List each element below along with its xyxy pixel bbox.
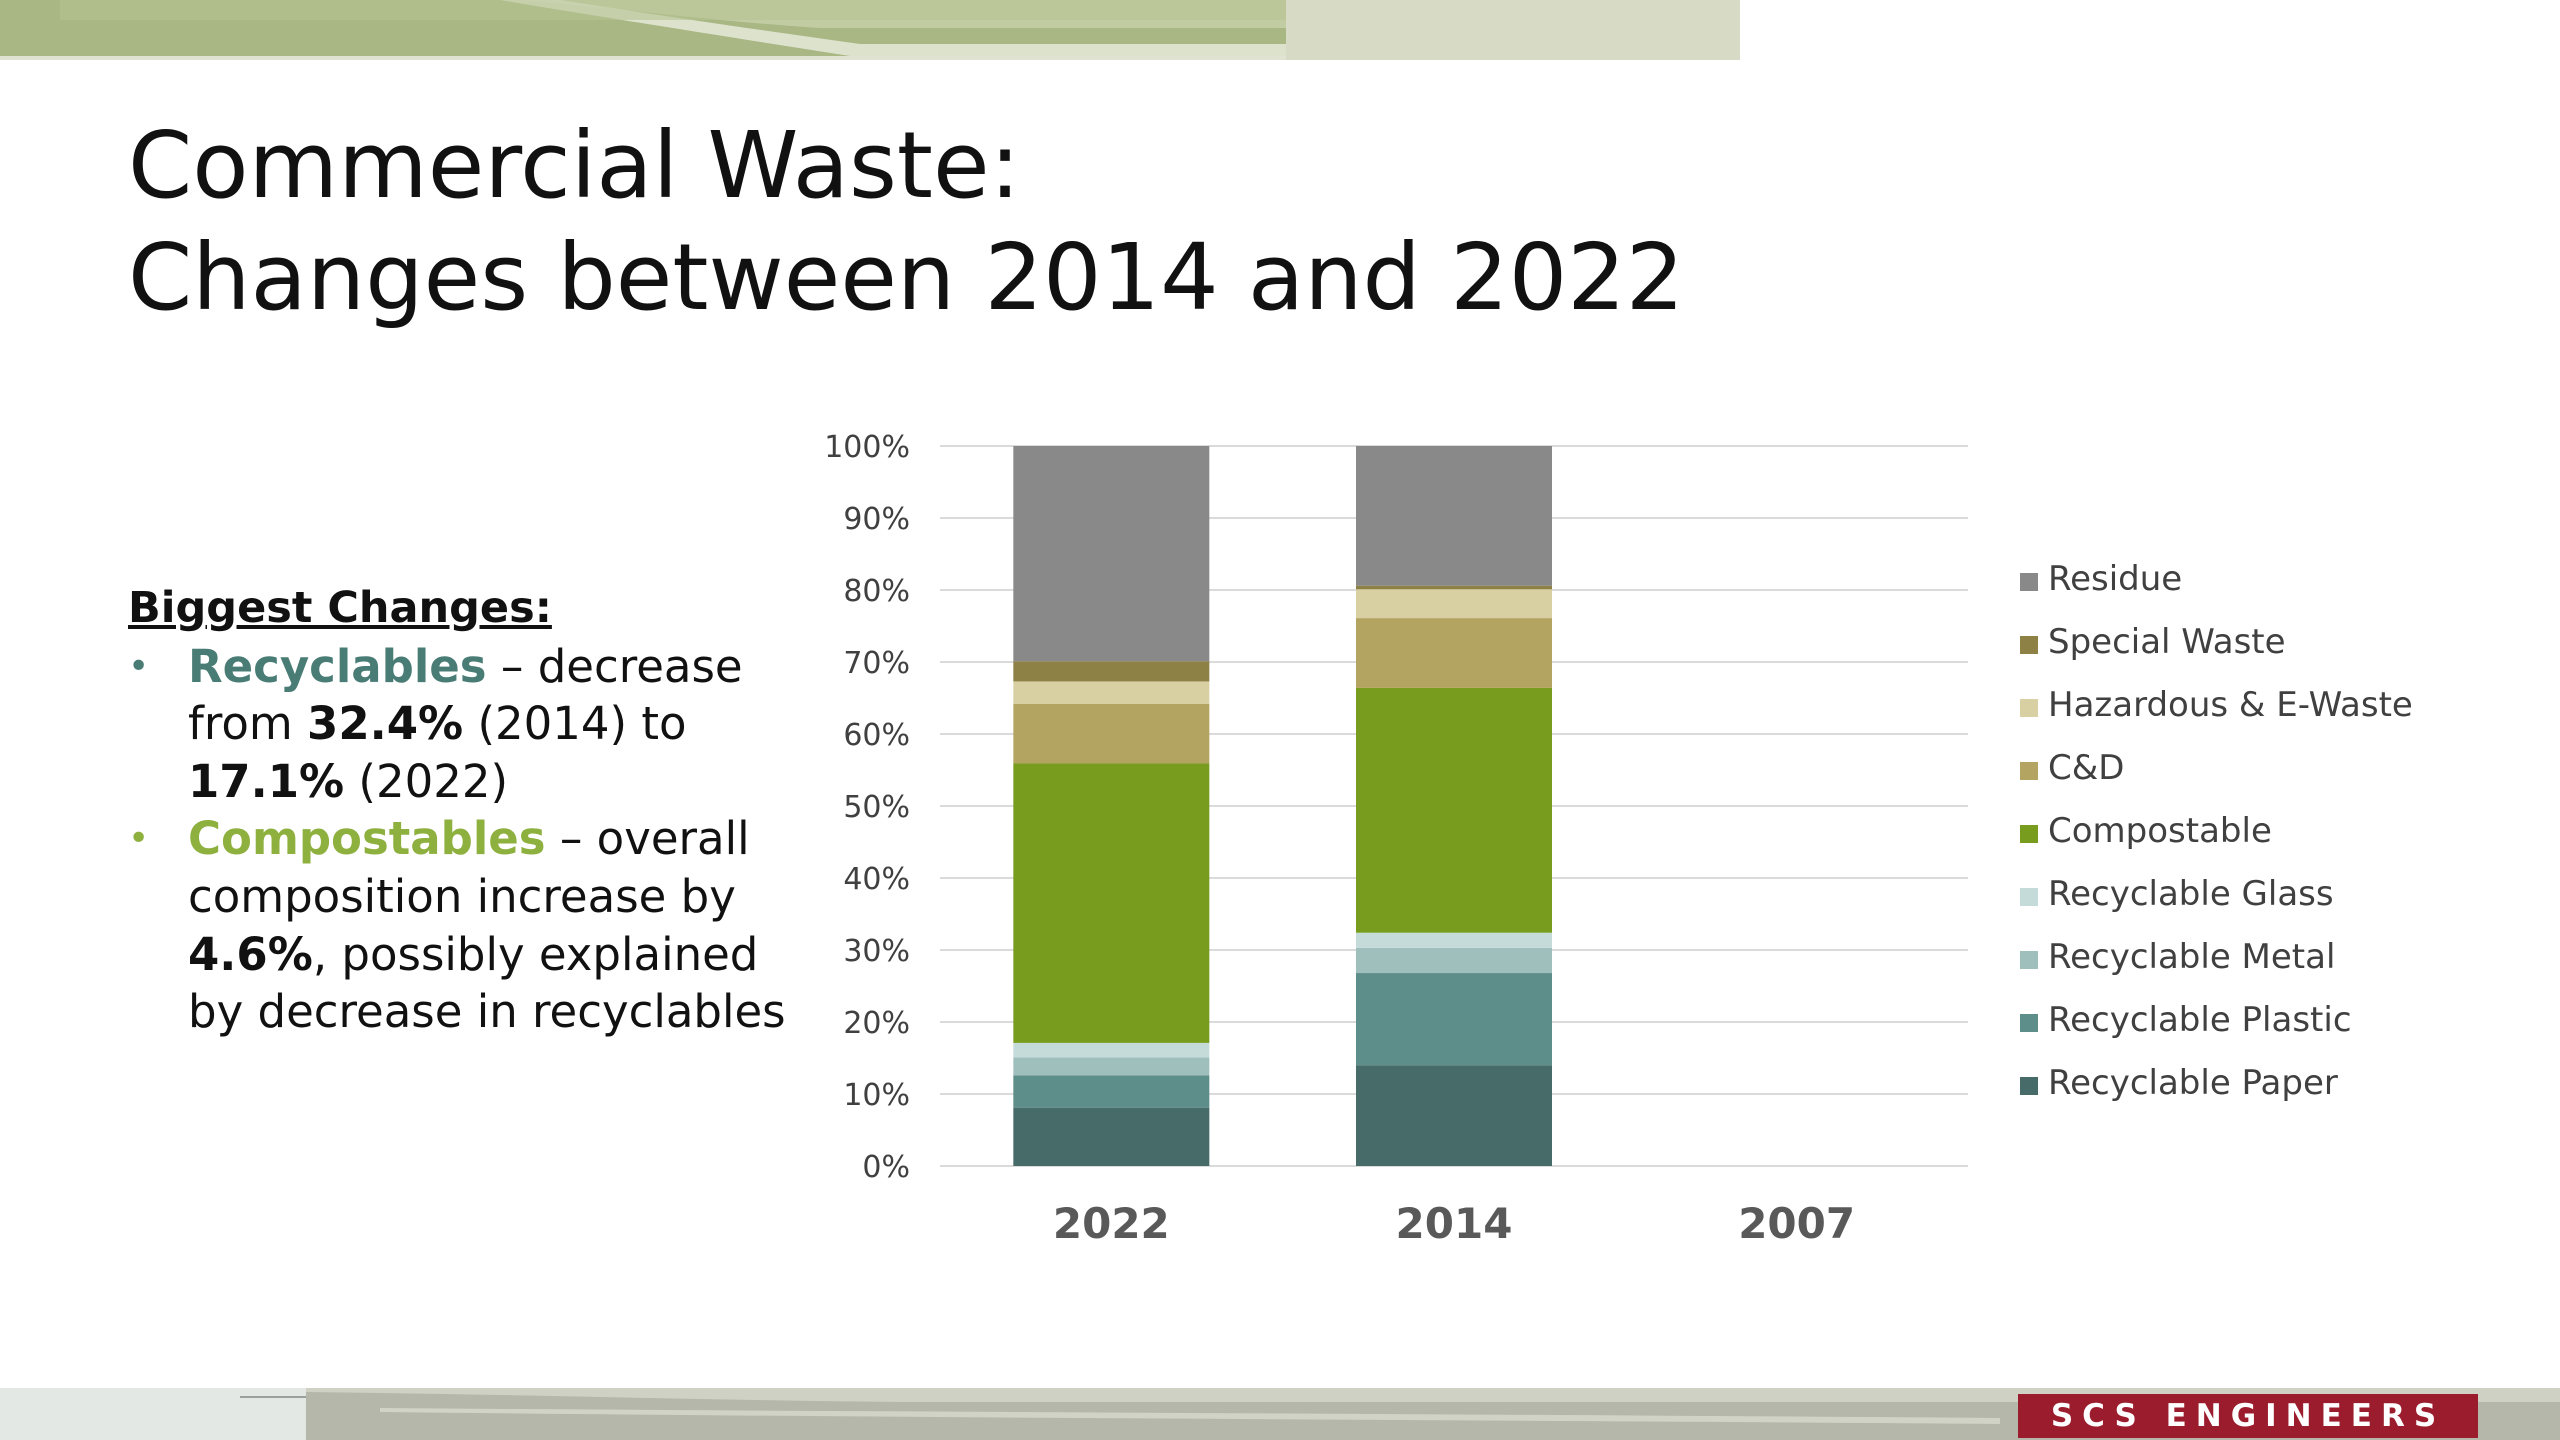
recyclables-value-2014: 32.4%	[307, 697, 464, 751]
y-tick-label: 10%	[843, 1078, 910, 1113]
legend-swatch	[2020, 1014, 2038, 1032]
legend-swatch	[2020, 636, 2038, 654]
recyclables-text-3: (2022)	[344, 754, 509, 808]
compostables-text-1: – overall composition increase by	[188, 812, 750, 923]
stacked-bars	[1013, 446, 1552, 1166]
legend-swatch	[2020, 888, 2038, 906]
y-tick-label: 70%	[843, 646, 910, 681]
legend-label: Hazardous & E-Waste	[2048, 685, 2413, 725]
bar-segment-2014-recyclable-paper	[1356, 1065, 1552, 1166]
y-tick-label: 30%	[843, 934, 910, 969]
bar-segment-2014-recyclable-plastic	[1356, 973, 1552, 1066]
bar-segment-2022-recyclable-plastic	[1013, 1075, 1210, 1108]
biggest-changes-panel: Biggest Changes: Recyclables – decrease …	[128, 580, 788, 1041]
legend-swatch	[2020, 825, 2038, 843]
y-tick-label: 40%	[843, 862, 910, 897]
legend-item: Recyclable Paper	[2020, 1063, 2338, 1103]
compostables-value: 4.6%	[188, 927, 313, 981]
y-tick-label: 50%	[843, 790, 910, 825]
slide-title-line-1: Commercial Waste:	[128, 112, 1021, 219]
y-tick-label: 20%	[843, 1006, 910, 1041]
y-tick-label: 90%	[843, 502, 910, 537]
y-tick-label: 0%	[862, 1150, 910, 1185]
change-item-recyclables: Recyclables – decrease from 32.4% (2014)…	[128, 638, 788, 811]
bar-segment-2014-recyclable-glass	[1356, 932, 1552, 948]
compostables-keyword: Compostables	[188, 812, 546, 866]
legend-item: Residue	[2020, 559, 2182, 599]
changes-list: Recyclables – decrease from 32.4% (2014)…	[128, 638, 788, 1041]
legend-swatch	[2020, 762, 2038, 780]
bar-segment-2014-recyclable-metal	[1356, 947, 1552, 974]
legend-label: Recyclable Metal	[2048, 937, 2335, 977]
y-axis: 0% 10% 20% 30% 40% 50% 60% 70% 80% 90% 100%	[824, 430, 910, 1185]
bar-segment-2022-recyclable-glass	[1013, 1042, 1210, 1058]
legend-item: Recyclable Glass	[2020, 874, 2334, 914]
bar-segment-2022-hazardous-e-waste	[1013, 681, 1210, 704]
x-tick-label-2014: 2014	[1396, 1199, 1513, 1248]
bar-segment-2022-c-d	[1013, 703, 1210, 764]
legend-label: Residue	[2048, 559, 2182, 599]
legend-item: Special Waste	[2020, 622, 2286, 662]
slide-title-line-2: Changes between 2014 and 2022	[128, 224, 1685, 331]
recyclables-keyword: Recyclables	[188, 639, 487, 693]
bar-segment-2022-recyclable-paper	[1013, 1107, 1210, 1166]
x-tick-label-2007: 2007	[1738, 1199, 1855, 1248]
x-tick-label-2022: 2022	[1053, 1199, 1170, 1248]
bar-segment-2022-special-waste	[1013, 661, 1210, 682]
legend-swatch	[2020, 573, 2038, 591]
recyclables-text-2: (2014) to	[463, 697, 687, 751]
chart-legend: Residue Special Waste Hazardous & E-Waste C…	[2020, 559, 2413, 1103]
legend-item: Hazardous & E-Waste	[2020, 685, 2413, 725]
change-item-compostables: Compostables – overall composition incre…	[128, 810, 788, 1040]
bar-segment-2014-c-d	[1356, 618, 1552, 688]
y-tick-label: 100%	[824, 430, 910, 465]
legend-item: Recyclable Plastic	[2020, 1000, 2352, 1040]
legend-item: Recyclable Metal	[2020, 937, 2335, 977]
slide-title: Commercial Waste: Changes between 2014 a…	[128, 110, 1684, 334]
compostables-text-2: , possibly explained by decrease in recy…	[188, 927, 786, 1039]
bar-segment-2014-compostable	[1356, 687, 1552, 933]
bar-segment-2014-hazardous-e-waste	[1356, 589, 1552, 619]
legend-label: Special Waste	[2048, 622, 2286, 662]
legend-label: Compostable	[2048, 811, 2272, 851]
y-tick-label: 80%	[843, 574, 910, 609]
top-decorative-band	[0, 0, 1740, 60]
bar-segment-2014-special-waste	[1356, 585, 1552, 590]
legend-swatch	[2020, 699, 2038, 717]
recyclables-text-1: – decrease from	[188, 639, 743, 751]
legend-label: C&D	[2048, 748, 2124, 788]
bar-segment-2022-compostable	[1013, 763, 1210, 1043]
y-tick-label: 60%	[843, 718, 910, 753]
legend-swatch	[2020, 1077, 2038, 1095]
bar-segment-2022-residue	[1013, 446, 1210, 662]
recyclables-value-2022: 17.1%	[188, 754, 345, 808]
legend-swatch	[2020, 951, 2038, 969]
legend-item: C&D	[2020, 748, 2124, 788]
scs-engineers-logo: SCS ENGINEERS	[2018, 1394, 2478, 1438]
biggest-changes-heading: Biggest Changes:	[128, 583, 552, 633]
waste-composition-chart: 0%10%20%30%40%50%60%70%80%90%100% 2022 20…	[824, 430, 2413, 1248]
bar-segment-2022-recyclable-metal	[1013, 1057, 1210, 1076]
x-axis: 2022 2014 2007	[1053, 1199, 1855, 1248]
legend-item: Compostable	[2020, 811, 2272, 851]
bar-segment-2014-residue	[1356, 446, 1552, 586]
legend-label: Recyclable Paper	[2048, 1063, 2338, 1103]
legend-label: Recyclable Glass	[2048, 874, 2334, 914]
legend-label: Recyclable Plastic	[2048, 1000, 2352, 1040]
